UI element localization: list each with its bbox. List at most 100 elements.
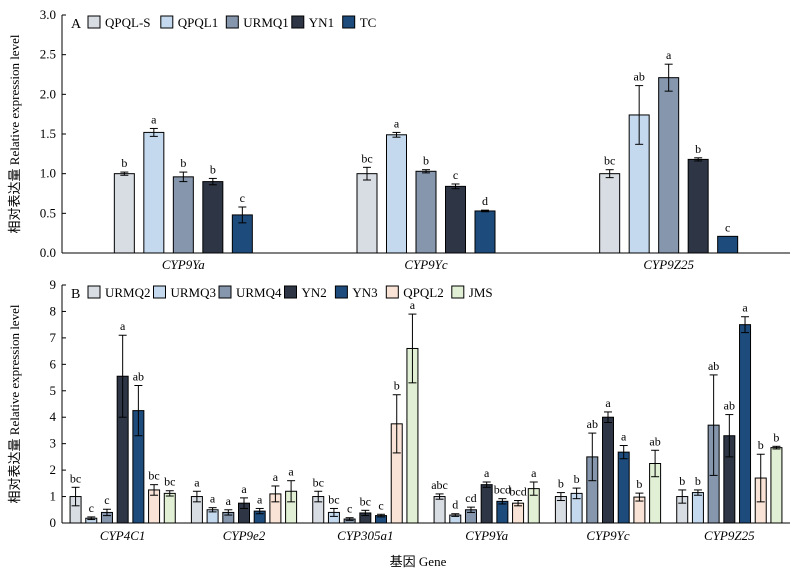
significance-label: bcd (494, 483, 511, 497)
bar (202, 181, 224, 254)
y-tick-label: 1.5 (40, 126, 56, 141)
y-tick-label: 6 (50, 356, 57, 371)
bar (739, 324, 752, 524)
y-tick-label: 1 (50, 489, 57, 504)
significance-label: bc (148, 469, 159, 483)
y-tick-label: 3.0 (40, 7, 56, 22)
legend-swatch (334, 285, 348, 299)
significance-label: b (210, 162, 216, 176)
significance-label: b (695, 474, 701, 488)
legend-label: URMQ4 (236, 285, 282, 300)
significance-label: a (226, 494, 232, 508)
significance-label: bc (361, 151, 372, 165)
legend-swatch (87, 15, 101, 29)
significance-label: c (725, 220, 730, 234)
legend-label: YN1 (309, 15, 334, 30)
significance-label: bc (604, 154, 615, 168)
significance-label: b (423, 154, 429, 168)
legend-swatch (160, 15, 174, 29)
significance-label: ab (708, 359, 719, 373)
significance-label: a (120, 319, 126, 333)
significance-label: ab (634, 70, 645, 84)
y-tick-label: 1.0 (40, 166, 56, 181)
legend-label: JMS (469, 285, 493, 300)
panel-a: 0.0 0.5 1.0 1.5 2.0 2.5 3.0 相对表达量 Relative expr… (7, 7, 790, 272)
bar (415, 170, 437, 254)
significance-label: bc (70, 471, 81, 485)
significance-label: bc (164, 475, 175, 489)
significance-label: a (410, 298, 416, 312)
legend-label: YN2 (302, 285, 327, 300)
legend-swatch (284, 285, 297, 299)
significance-label: a (605, 396, 611, 410)
bar (770, 447, 783, 524)
bar (717, 235, 739, 254)
significance-label: b (394, 379, 400, 393)
significance-label: a (151, 112, 157, 126)
significance-label: a (288, 465, 294, 479)
bar (113, 173, 135, 254)
category-label: CYP9Ya (162, 257, 205, 272)
significance-label: b (121, 156, 127, 170)
bar (356, 173, 378, 254)
y-tick-label: 3 (50, 436, 57, 451)
significance-label: bc (328, 492, 339, 506)
significance-label: c (89, 501, 94, 515)
bar (602, 416, 614, 524)
y-tick-label: 2.0 (40, 86, 56, 101)
bar (691, 492, 704, 524)
y-tick-label: 0.5 (40, 205, 56, 220)
legend-swatch (342, 15, 356, 29)
category-label: CYP9Yc (586, 528, 630, 543)
legend-label: QPQL1 (178, 15, 218, 30)
legend-swatch (451, 285, 465, 299)
bar (474, 210, 496, 254)
x-axis-label: 基因 Gene (390, 554, 447, 569)
y-tick-label: 7 (50, 330, 57, 345)
panel-label: B (71, 287, 80, 302)
category-label: CYP9Z25 (704, 528, 755, 543)
category-label: CYP4C1 (100, 528, 146, 543)
significance-label: a (257, 492, 263, 506)
bar (658, 77, 680, 254)
significance-label: bcd (509, 485, 526, 499)
significance-label: bc (313, 475, 324, 489)
legend-label: QPQL-S (105, 15, 151, 30)
significance-label: d (452, 498, 458, 512)
significance-label: c (378, 498, 383, 512)
bar (480, 484, 493, 524)
legend-label: YN3 (352, 285, 377, 300)
category-label: CYP9Z25 (643, 257, 694, 272)
category-label: CYP9Yc (404, 257, 448, 272)
legend-label: URMQ3 (171, 285, 217, 300)
panel-label: A (71, 17, 82, 32)
y-tick-label: 5 (50, 383, 57, 398)
bar (143, 131, 165, 254)
bar (445, 185, 466, 254)
bar (687, 158, 709, 254)
category-label: CYP9Ya (465, 528, 508, 543)
significance-label: a (241, 482, 247, 496)
legend-swatch (385, 285, 399, 299)
significance-label: ab (724, 399, 735, 413)
category-label: CYP305a1 (337, 528, 393, 543)
significance-label: c (240, 191, 245, 205)
significance-label: c (453, 168, 458, 182)
bar (496, 500, 509, 524)
bar (599, 173, 621, 254)
significance-label: a (742, 301, 748, 315)
significance-label: a (666, 48, 672, 62)
y-tick-label: 4 (50, 409, 57, 424)
bar (163, 492, 176, 524)
legend-swatch (153, 285, 166, 299)
y-axis-label: 相对表达量 Relative expression level (7, 34, 22, 233)
significance-label: a (621, 430, 627, 444)
bar (172, 176, 194, 254)
panel-b: 0 1 2 3 4 5 6 7 8 9 相对表达量 Relative expression leve… (7, 277, 790, 543)
significance-label: b (636, 477, 642, 491)
significance-label: b (574, 472, 580, 486)
significance-label: b (773, 430, 779, 444)
significance-label: a (210, 492, 216, 506)
significance-label: b (679, 474, 685, 488)
